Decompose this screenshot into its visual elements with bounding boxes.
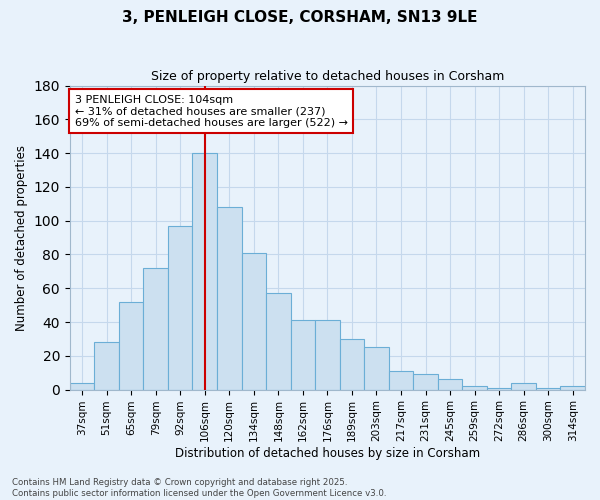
Bar [389,371,413,390]
Text: 3, PENLEIGH CLOSE, CORSHAM, SN13 9LE: 3, PENLEIGH CLOSE, CORSHAM, SN13 9LE [122,10,478,25]
Bar [143,268,168,390]
Bar [193,153,217,390]
Bar [217,207,242,390]
Y-axis label: Number of detached properties: Number of detached properties [15,144,28,330]
Bar [70,383,94,390]
Text: 3 PENLEIGH CLOSE: 104sqm
← 31% of detached houses are smaller (237)
69% of semi-: 3 PENLEIGH CLOSE: 104sqm ← 31% of detach… [75,94,348,128]
Bar [511,383,536,390]
Bar [266,294,290,390]
Bar [487,388,511,390]
Bar [463,386,487,390]
Bar [438,380,463,390]
Bar [119,302,143,390]
Bar [364,348,389,390]
Bar [168,226,193,390]
Bar [536,388,560,390]
Bar [560,386,585,390]
Bar [290,320,315,390]
X-axis label: Distribution of detached houses by size in Corsham: Distribution of detached houses by size … [175,447,480,460]
Text: Contains HM Land Registry data © Crown copyright and database right 2025.
Contai: Contains HM Land Registry data © Crown c… [12,478,386,498]
Bar [242,253,266,390]
Bar [315,320,340,390]
Bar [94,342,119,390]
Bar [413,374,438,390]
Title: Size of property relative to detached houses in Corsham: Size of property relative to detached ho… [151,70,504,83]
Bar [340,339,364,390]
